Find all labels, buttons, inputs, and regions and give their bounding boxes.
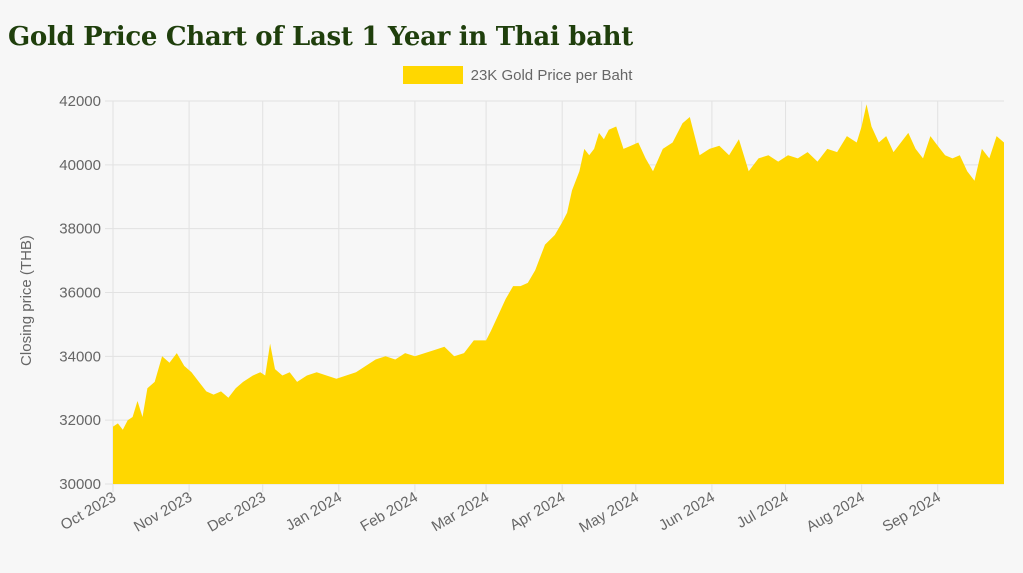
x-tick-label: Jul 2024	[734, 489, 792, 532]
page-title: Gold Price Chart of Last 1 Year in Thai …	[8, 22, 633, 52]
y-tick-label: 40000	[59, 157, 101, 174]
x-tick-label: Apr 2024	[507, 489, 568, 534]
x-tick-label: Feb 2024	[358, 489, 421, 535]
chart-legend: 23K Gold Price per Baht	[0, 66, 1023, 84]
y-tick-label: 38000	[59, 221, 101, 238]
x-tick-label: Jan 2024	[283, 489, 345, 535]
legend-item[interactable]: 23K Gold Price per Baht	[402, 66, 633, 84]
x-tick-label: Jun 2024	[656, 489, 718, 535]
series-area	[113, 104, 1004, 484]
y-tick-label: 30000	[59, 476, 101, 493]
x-tick-label: Mar 2024	[429, 489, 492, 535]
x-tick-label: Aug 2024	[804, 489, 868, 536]
chart-plot-area	[113, 104, 1004, 484]
x-tick-label: Sep 2024	[880, 489, 944, 536]
x-tick-label: Nov 2023	[131, 489, 195, 536]
legend-swatch	[402, 66, 463, 84]
y-tick-label: 32000	[59, 412, 101, 429]
x-tick-label: May 2024	[576, 489, 642, 537]
x-tick-label: Oct 2023	[58, 489, 119, 534]
x-tick-label: Dec 2023	[205, 489, 269, 536]
y-tick-label: 42000	[59, 93, 101, 110]
legend-label: 23K Gold Price per Baht	[470, 66, 633, 84]
y-axis-title: Closing price (THB)	[18, 235, 35, 366]
y-tick-label: 34000	[59, 348, 101, 365]
y-tick-label: 36000	[59, 285, 101, 302]
